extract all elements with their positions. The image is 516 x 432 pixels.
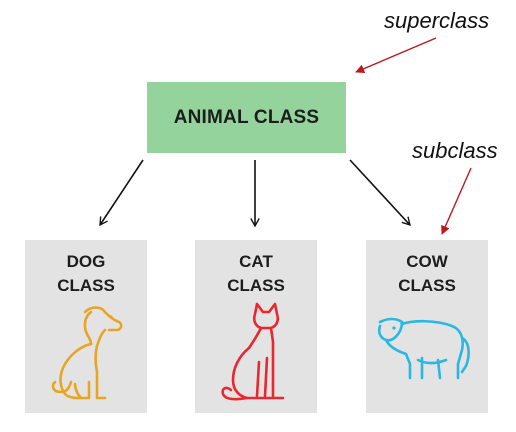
cow-class-title-line1: COW xyxy=(406,252,448,271)
superclass-callout-arrow xyxy=(355,37,437,73)
cat-class-title-line1: CAT xyxy=(239,252,273,271)
cat-class-title-line2: CLASS xyxy=(227,276,285,295)
dog-class-title: DOG CLASS xyxy=(25,250,147,298)
dog-class-title-line1: DOG xyxy=(66,252,106,271)
cow-class-box: COW CLASS xyxy=(366,240,488,413)
cow-class-title-line2: CLASS xyxy=(398,276,456,295)
subclass-callout-arrow xyxy=(441,167,472,235)
connector-to-dog xyxy=(99,159,144,227)
cow-class-title: COW CLASS xyxy=(366,250,488,298)
superclass-label: superclass xyxy=(384,8,490,33)
cat-icon xyxy=(221,302,285,401)
cat-class-box: CAT CLASS xyxy=(195,240,317,413)
cat-class-title: CAT CLASS xyxy=(195,250,317,298)
connector-to-cow xyxy=(349,159,411,227)
animal-class-box: ANIMAL CLASS xyxy=(147,82,346,153)
dog-icon xyxy=(51,306,123,400)
subclass-label: subclass xyxy=(412,138,498,163)
dog-class-box: DOG CLASS xyxy=(25,240,147,413)
cow-icon xyxy=(377,317,470,380)
dog-class-title-line2: CLASS xyxy=(57,276,115,295)
animal-class-title: ANIMAL CLASS xyxy=(173,106,320,128)
